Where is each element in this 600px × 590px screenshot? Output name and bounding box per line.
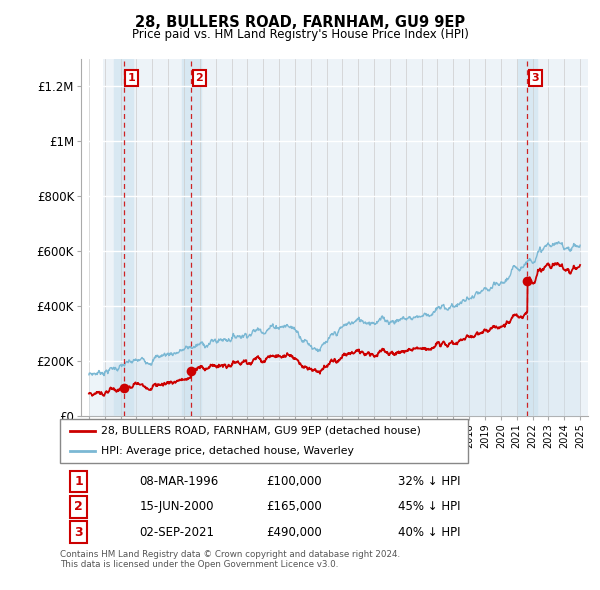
Text: 08-MAR-1996: 08-MAR-1996 <box>139 475 218 488</box>
Text: Contains HM Land Registry data © Crown copyright and database right 2024.
This d: Contains HM Land Registry data © Crown c… <box>60 550 400 569</box>
Text: 1: 1 <box>128 73 136 83</box>
Text: 2: 2 <box>74 500 83 513</box>
Text: £490,000: £490,000 <box>266 526 322 539</box>
Text: 3: 3 <box>74 526 83 539</box>
Text: 02-SEP-2021: 02-SEP-2021 <box>139 526 214 539</box>
Bar <box>518 59 537 416</box>
Text: 28, BULLERS ROAD, FARNHAM, GU9 9EP: 28, BULLERS ROAD, FARNHAM, GU9 9EP <box>135 15 465 30</box>
Text: 15-JUN-2000: 15-JUN-2000 <box>139 500 214 513</box>
Bar <box>182 59 201 416</box>
Text: 32% ↓ HPI: 32% ↓ HPI <box>398 475 460 488</box>
Text: 28, BULLERS ROAD, FARNHAM, GU9 9EP (detached house): 28, BULLERS ROAD, FARNHAM, GU9 9EP (deta… <box>101 426 421 436</box>
Bar <box>81 59 103 416</box>
Text: 40% ↓ HPI: 40% ↓ HPI <box>398 526 460 539</box>
Text: 3: 3 <box>532 73 539 83</box>
Bar <box>114 59 133 416</box>
Text: 1: 1 <box>74 475 83 488</box>
Text: £165,000: £165,000 <box>266 500 322 513</box>
Text: 45% ↓ HPI: 45% ↓ HPI <box>398 500 460 513</box>
Text: 2: 2 <box>196 73 203 83</box>
Text: £100,000: £100,000 <box>266 475 322 488</box>
FancyBboxPatch shape <box>60 419 468 463</box>
Text: Price paid vs. HM Land Registry's House Price Index (HPI): Price paid vs. HM Land Registry's House … <box>131 28 469 41</box>
Text: HPI: Average price, detached house, Waverley: HPI: Average price, detached house, Wave… <box>101 446 353 456</box>
